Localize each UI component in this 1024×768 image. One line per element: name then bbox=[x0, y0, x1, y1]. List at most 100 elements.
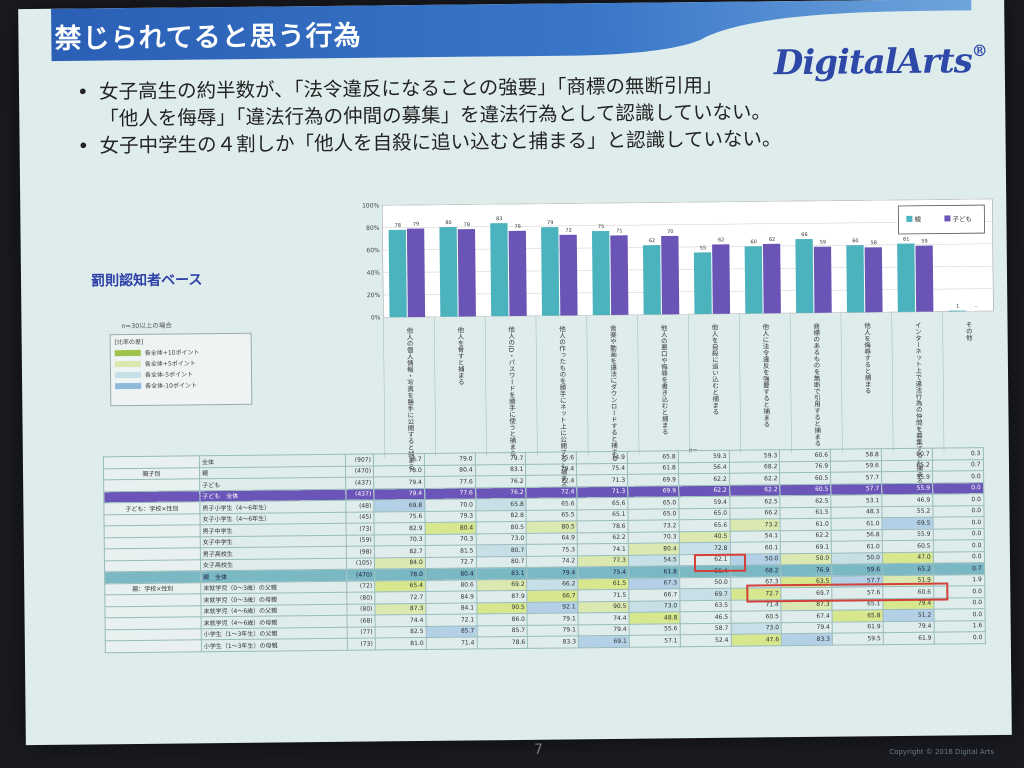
bar-child bbox=[610, 235, 629, 315]
category-divider bbox=[434, 316, 436, 457]
sample-note: n=30以上の場合 bbox=[121, 321, 172, 331]
table-cell: 60.5 bbox=[780, 483, 831, 496]
bar-value-label: 62 bbox=[769, 237, 775, 243]
table-cell: 69.7 bbox=[679, 588, 731, 601]
table-cell: 65.0 bbox=[627, 496, 679, 509]
bar-value-label: 75 bbox=[598, 224, 604, 230]
table-cell: 60.5 bbox=[730, 610, 782, 623]
row-sample-size: (80) bbox=[346, 591, 375, 604]
row-sample-size: (907) bbox=[345, 453, 374, 466]
x-category-label: 音楽や動画を違法にダウンロードすると捕まる bbox=[608, 324, 618, 462]
table-cell: 62.2 bbox=[780, 529, 832, 542]
table-cell: 80.5 bbox=[526, 520, 578, 533]
table-cell: 78.0 bbox=[373, 464, 425, 477]
table-cell: 78.0 bbox=[374, 568, 426, 581]
table-cell: 58.8 bbox=[830, 448, 882, 461]
table-cell: 79.1 bbox=[527, 624, 579, 637]
presentation-slide: 禁じられてると思う行為 DigitalArts® • 女子高生の約半数が、「法令違… bbox=[18, 0, 1012, 746]
bar-parent bbox=[388, 229, 407, 318]
row-group-label bbox=[104, 524, 201, 538]
table-cell: 52.4 bbox=[680, 634, 731, 647]
row-group-label bbox=[104, 536, 201, 549]
table-cell: 87.9 bbox=[476, 590, 528, 603]
table-cell: 54.1 bbox=[729, 530, 781, 543]
bar-value-label: 58 bbox=[871, 240, 877, 246]
bar-parent bbox=[846, 245, 865, 313]
table-cell: 62.5 bbox=[729, 495, 781, 508]
table-cell: 84.9 bbox=[425, 590, 477, 603]
table-cell: 79.4 bbox=[525, 463, 577, 476]
table-cell: 75.3 bbox=[526, 543, 578, 556]
bar-value-label: 83 bbox=[496, 216, 502, 222]
table-cell: 86.0 bbox=[476, 613, 528, 626]
row-sample-size: (68) bbox=[347, 614, 376, 627]
row-group-label bbox=[105, 639, 202, 653]
table-cell: 65.0 bbox=[678, 507, 730, 520]
table-cell: 83.1 bbox=[475, 463, 526, 476]
series-legend bbox=[897, 204, 985, 235]
table-cell: 73.0 bbox=[475, 532, 527, 545]
category-divider bbox=[535, 315, 538, 456]
y-tick-label: 80% bbox=[366, 225, 380, 232]
table-cell: 65.2 bbox=[882, 563, 934, 576]
table-cell: 59.6 bbox=[830, 460, 882, 473]
table-cell: 85.7 bbox=[476, 624, 528, 637]
table-cell: 79.3 bbox=[424, 510, 476, 523]
table-cell: 65.0 bbox=[627, 508, 679, 521]
table-cell: 76.9 bbox=[780, 564, 832, 577]
table-cell: 75.4 bbox=[576, 462, 628, 475]
x-category-label: 他人を自殺に追い込むと捕まる bbox=[710, 323, 719, 416]
table-cell: 48.3 bbox=[831, 506, 883, 519]
table-cell: 0.0 bbox=[932, 505, 984, 518]
legend-label: 各全体-5ポイント bbox=[144, 371, 194, 379]
bar-value-label: 60 bbox=[751, 239, 757, 245]
difference-legend: [比率の差] 各全体+10ポイント 各全体+5ポイント 各全体-5ポイント 各全体-1… bbox=[109, 332, 253, 407]
legend-label: 各全体+10ポイント bbox=[144, 349, 200, 357]
bar-value-label: 80 bbox=[445, 220, 451, 226]
bar-value-label: 62 bbox=[649, 238, 655, 244]
table-cell: 70.3 bbox=[374, 533, 426, 546]
table-cell: 81.5 bbox=[425, 544, 477, 557]
table-cell: 90.5 bbox=[578, 600, 630, 613]
table-cell: 0.0 bbox=[932, 516, 984, 529]
table-cell: 77.6 bbox=[424, 487, 476, 500]
bar-parent bbox=[897, 243, 916, 312]
table-cell: 66.7 bbox=[527, 589, 579, 602]
table-cell: 80.7 bbox=[475, 544, 527, 557]
y-tick-label: 40% bbox=[367, 270, 381, 277]
bar-value-label: 79 bbox=[413, 222, 419, 228]
table-cell: 73.0 bbox=[628, 600, 680, 613]
copyright-text: Copyright © 2016 Digital Arts bbox=[889, 748, 994, 756]
table-cell: 55.9 bbox=[881, 471, 933, 484]
table-cell: 73.2 bbox=[729, 518, 781, 531]
legend-swatch bbox=[114, 360, 141, 367]
table-cell: 55.9 bbox=[882, 528, 934, 541]
bar-parent bbox=[439, 227, 458, 317]
table-cell: 62.2 bbox=[729, 472, 781, 485]
table-cell: 47.6 bbox=[730, 633, 782, 646]
table-cell: 79.7 bbox=[474, 452, 526, 465]
table-cell: 90.5 bbox=[476, 601, 528, 614]
table-cell: 59.6 bbox=[831, 563, 883, 576]
table-cell: 60.1 bbox=[729, 541, 781, 554]
table-cell: 62.5 bbox=[780, 495, 832, 508]
table-cell: 71.3 bbox=[576, 485, 628, 498]
table-cell: 61.0 bbox=[831, 540, 883, 553]
table-cell: 84.1 bbox=[425, 602, 477, 615]
table-cell: 69.8 bbox=[373, 499, 425, 512]
table-cell: 92.1 bbox=[527, 601, 579, 614]
table-cell: 79.4 bbox=[526, 566, 578, 579]
row-label: 小学生（1〜3年生）の母親 bbox=[201, 638, 348, 652]
bar-parent bbox=[948, 310, 966, 312]
row-group-label bbox=[104, 570, 201, 584]
table-cell: 68.2 bbox=[729, 461, 780, 474]
table-cell: 80.4 bbox=[628, 542, 680, 555]
row-group-label: 子ども：学校×性別 bbox=[103, 501, 200, 515]
table-cell: 69.5 bbox=[882, 517, 933, 530]
category-divider bbox=[789, 313, 792, 454]
table-cell: 73.0 bbox=[730, 622, 782, 635]
row-sample-size: (77) bbox=[347, 626, 376, 639]
category-divider bbox=[383, 317, 386, 458]
bar-value-label: 61 bbox=[903, 237, 909, 243]
bar-child bbox=[915, 245, 934, 312]
